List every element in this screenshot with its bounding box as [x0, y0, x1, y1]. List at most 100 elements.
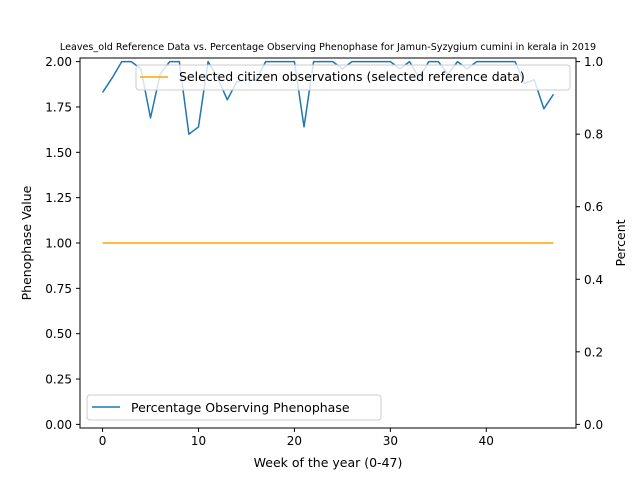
- percentage-observing-series-point: [475, 60, 478, 63]
- percentage-observing-series-point: [485, 60, 488, 63]
- percentage-observing-series-point: [494, 60, 497, 63]
- percentage-observing-series-point: [101, 91, 104, 94]
- left-y-tick-label: 0.50: [45, 327, 72, 341]
- percentage-observing-series-point: [360, 60, 363, 63]
- citizen-observations-series-point: [398, 241, 401, 244]
- citizen-observations-series-point: [120, 241, 123, 244]
- percentage-observing-series-point: [322, 60, 325, 63]
- percentage-observing-series-point: [206, 60, 209, 63]
- percentage-observing-series-point: [504, 60, 507, 63]
- citizen-observations-series-point: [350, 241, 353, 244]
- citizen-observations-series-point: [379, 241, 382, 244]
- citizen-observations-series-point: [130, 241, 133, 244]
- right-y-axis-label: Percent: [613, 219, 628, 266]
- legend-lower-box: [86, 394, 382, 421]
- percentage-observing-series-point: [264, 60, 267, 63]
- citizen-observations-series-point: [159, 241, 162, 244]
- percentage-observing-series-point: [130, 60, 133, 63]
- percentage-observing-series-point: [379, 60, 382, 63]
- left-y-axis-ticks: 0.00 0.25 0.50 0.75 1.00 1.25 1.50 1.75 2.00: [45, 55, 80, 432]
- citizen-observations-series-point: [139, 241, 142, 244]
- left-y-tick-label: 1.50: [45, 146, 72, 160]
- percentage-observing-series-point: [350, 60, 353, 63]
- left-y-tick-label: 1.25: [45, 191, 72, 205]
- percentage-observing-series-point: [197, 125, 200, 128]
- x-tick-label: 20: [287, 434, 302, 448]
- citizen-observations-series-point: [283, 241, 286, 244]
- legend-upper-label: Selected citizen observations (selected …: [179, 69, 525, 84]
- citizen-observations-series-point: [187, 241, 190, 244]
- percentage-observing-series-point: [226, 98, 229, 101]
- citizen-observations-series-point: [370, 241, 373, 244]
- citizen-observations-series-point: [178, 241, 181, 244]
- left-y-tick-label: 2.00: [45, 55, 72, 69]
- left-y-tick-label: 1.00: [45, 237, 72, 251]
- right-y-tick-label: 0.6: [584, 200, 603, 214]
- percentage-observing-series-line: [101, 60, 555, 135]
- citizen-observations-series-point: [533, 241, 536, 244]
- percentage-observing-series-point: [312, 60, 315, 63]
- citizen-observations-series-point: [101, 241, 104, 244]
- orange-series-layer: [101, 241, 555, 244]
- percentage-observing-series-point: [293, 60, 296, 63]
- percentage-observing-series-point: [283, 60, 286, 63]
- citizen-observations-series-point: [206, 241, 209, 244]
- percentage-observing-series-point: [120, 60, 123, 63]
- percentage-observing-series-point: [331, 60, 334, 63]
- citizen-observations-series-point: [542, 241, 545, 244]
- right-y-tick-label: 0.2: [584, 345, 603, 359]
- percentage-observing-series-point: [456, 60, 459, 63]
- citizen-observations-series-point: [437, 241, 440, 244]
- x-tick-label: 40: [479, 434, 494, 448]
- percentage-observing-series-point: [408, 60, 411, 63]
- percentage-observing-series-point: [178, 60, 181, 63]
- citizen-observations-series-point: [302, 241, 305, 244]
- percentage-observing-series-point: [427, 60, 430, 63]
- percentage-observing-series-point: [149, 116, 152, 119]
- citizen-observations-series-point: [149, 241, 152, 244]
- citizen-observations-series-point: [360, 241, 363, 244]
- citizen-observations-series-point: [216, 241, 219, 244]
- citizen-observations-series-point: [475, 241, 478, 244]
- percentage-observing-series-point: [542, 107, 545, 110]
- citizen-observations-series-point: [111, 241, 114, 244]
- x-axis-label: Week of the year (0-47): [254, 455, 403, 470]
- citizen-observations-series-point: [504, 241, 507, 244]
- citizen-observations-series-point: [552, 241, 555, 244]
- citizen-observations-series-point: [456, 241, 459, 244]
- citizen-observations-series-point: [322, 241, 325, 244]
- right-y-axis-ticks: 0.0 0.2 0.4 0.6 0.8 1.0: [576, 55, 603, 432]
- left-y-axis-label: Phenophase Value: [19, 185, 34, 300]
- citizen-observations-series-point: [312, 241, 315, 244]
- citizen-observations-series-point: [293, 241, 296, 244]
- citizen-observations-series-point: [466, 241, 469, 244]
- right-y-tick-label: 0.4: [584, 273, 603, 287]
- percentage-observing-series-point: [513, 60, 516, 63]
- citizen-observations-series-point: [254, 241, 257, 244]
- percentage-observing-series-point: [274, 60, 277, 63]
- citizen-observations-series-point: [341, 241, 344, 244]
- left-y-tick-label: 0.00: [45, 418, 72, 432]
- x-tick-label: 10: [191, 434, 206, 448]
- citizen-observations-series-point: [446, 241, 449, 244]
- legend-lower: Percentage Observing Phenophase: [86, 394, 382, 421]
- legend-upper-box: [135, 64, 571, 91]
- right-y-tick-label: 1.0: [584, 55, 603, 69]
- x-tick-label: 0: [99, 434, 107, 448]
- citizen-observations-series-point: [418, 241, 421, 244]
- citizen-observations-series-point: [168, 241, 171, 244]
- right-y-tick-label: 0.0: [584, 418, 603, 432]
- x-axis-ticks: 0 10 20 30 40: [99, 428, 494, 448]
- x-tick-label: 30: [383, 434, 398, 448]
- percentage-observing-series-point: [168, 60, 171, 63]
- right-y-tick-label: 0.8: [584, 128, 603, 142]
- left-y-tick-label: 0.25: [45, 373, 72, 387]
- legend-upper: Selected citizen observations (selected …: [135, 64, 571, 91]
- percentage-observing-series-point: [437, 60, 440, 63]
- legend-lower-label: Percentage Observing Phenophase: [131, 400, 350, 415]
- chart-title: Leaves_old Reference Data vs. Percentage…: [60, 42, 596, 53]
- citizen-observations-series-point: [331, 241, 334, 244]
- citizen-observations-series-point: [494, 241, 497, 244]
- percentage-observing-series-point: [111, 76, 114, 79]
